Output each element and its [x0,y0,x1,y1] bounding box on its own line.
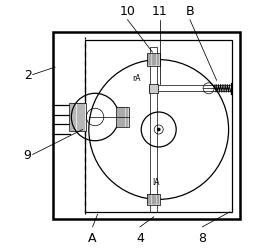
Circle shape [154,126,163,134]
Bar [69,104,86,131]
Bar [53,33,240,220]
Text: 2: 2 [24,69,32,82]
Bar [150,48,157,212]
Text: A: A [88,231,97,243]
Circle shape [157,128,160,132]
Text: lA: lA [153,178,160,187]
Bar [149,84,158,94]
Text: 8: 8 [198,231,206,243]
Bar [147,194,160,205]
Bar [116,108,129,128]
Text: rA: rA [132,73,140,82]
Text: 11: 11 [152,5,168,18]
Bar [147,54,160,66]
Bar [149,86,231,92]
Text: 10: 10 [120,5,136,18]
Text: 9: 9 [24,148,32,161]
Text: 4: 4 [136,231,144,243]
Bar [85,40,232,212]
Text: B: B [185,5,194,18]
